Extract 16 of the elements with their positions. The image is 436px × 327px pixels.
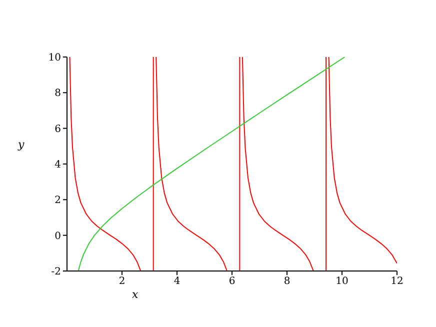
y-tick-label: 8 — [54, 88, 61, 100]
y-tick-label: 0 — [54, 230, 61, 242]
x-tick-label: 2 — [118, 276, 126, 288]
y-tick-label: 2 — [54, 195, 61, 206]
y-tick-label: 10 — [48, 52, 61, 64]
y-tick-label: 4 — [54, 160, 61, 171]
x-tick-label: 10 — [336, 276, 348, 288]
x-axis-title: x — [132, 288, 139, 301]
y-axis-title: y — [17, 138, 25, 151]
y-tick-label: -2 — [51, 266, 61, 278]
y-tick-label: 6 — [54, 124, 61, 135]
x-tick-label: 12 — [390, 276, 404, 288]
x-tick-label: 8 — [284, 276, 290, 288]
x-tick-label: 6 — [228, 276, 236, 288]
line-series — [78, 57, 346, 271]
x-tick-label: 4 — [174, 276, 180, 288]
